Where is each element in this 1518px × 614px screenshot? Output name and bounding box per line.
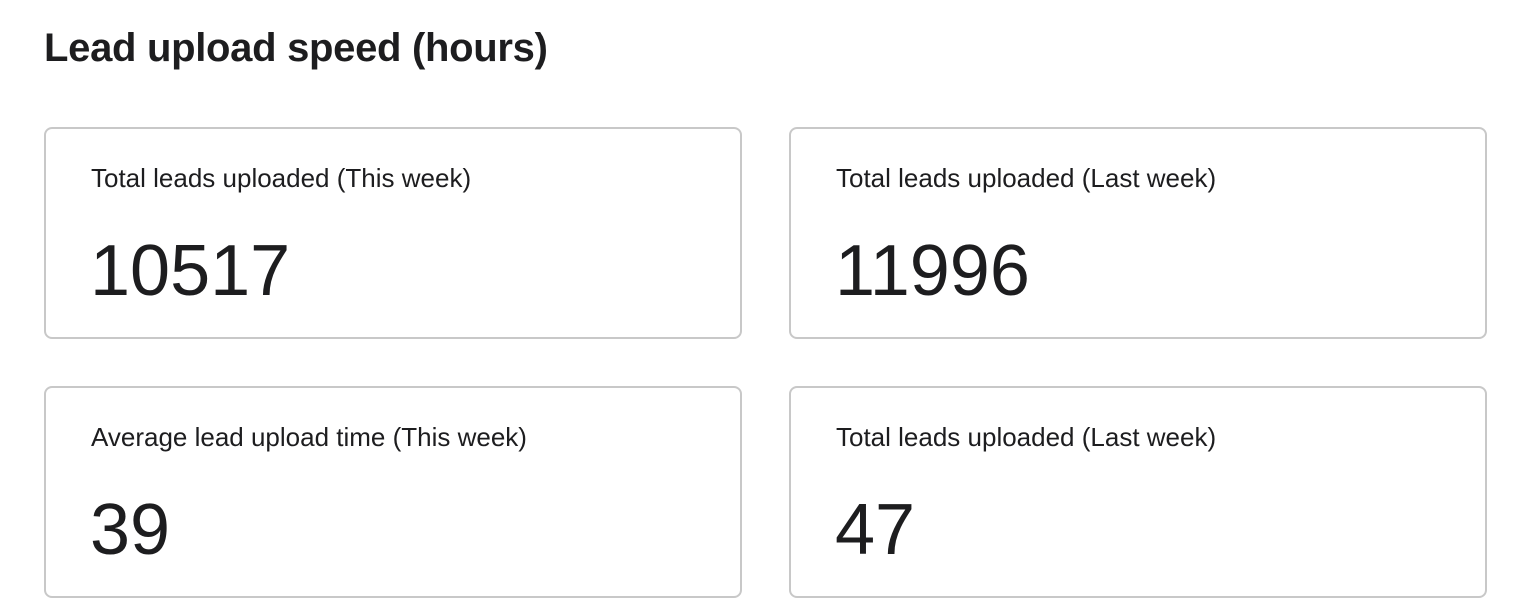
stat-card-value: 10517 [90,231,291,311]
stat-card-label: Total leads uploaded (This week) [91,163,472,193]
stat-card-total-leads-last-week: Total leads uploaded (Last week) 11996 [789,127,1487,339]
stat-card-value: 39 [90,490,171,570]
stat-card-value: 47 [835,490,916,570]
stat-card-total-leads-last-week-2: Total leads uploaded (Last week) 47 [789,386,1487,598]
stat-card-value: 11996 [835,231,1030,311]
stat-card-label: Total leads uploaded (Last week) [836,163,1217,193]
stat-card-average-upload-time-this-week: Average lead upload time (This week) 39 [44,386,742,598]
page-title: Lead upload speed (hours) [44,26,548,70]
stat-card-label: Average lead upload time (This week) [91,422,527,452]
stat-card-total-leads-this-week: Total leads uploaded (This week) 10517 [44,127,742,339]
stat-card-label: Total leads uploaded (Last week) [836,422,1217,452]
